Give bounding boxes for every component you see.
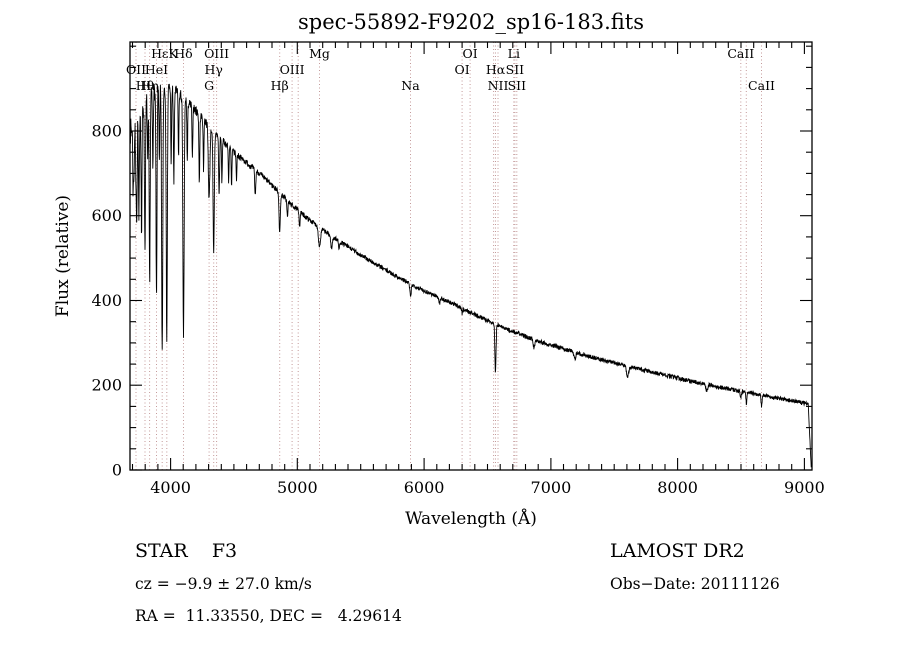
x-axis-label: Wavelength (Å) — [405, 508, 537, 529]
x-tick-label: 5000 — [277, 478, 318, 497]
cz-value: cz = −9.9 ± 27.0 km/s — [135, 575, 312, 593]
spectral-marker-label: Na — [401, 78, 420, 93]
axis-tick-labels: 4000 5000 6000 7000 8000 9000 0 200 400 600 800 — [91, 122, 824, 498]
x-tick-label: 6000 — [404, 478, 445, 497]
y-tick-label: 400 — [91, 291, 122, 310]
spectrum-trace — [130, 83, 812, 468]
spectral-marker-label: Hγ — [205, 62, 223, 77]
ra-dec-value: RA = 11.33550, DEC = 4.29614 — [135, 607, 402, 625]
spectral-marker-label: Hη — [140, 78, 158, 93]
page-title: spec-55892-F9202_sp16-183.fits — [298, 10, 644, 34]
spectral-marker-label: HeI — [145, 62, 168, 77]
spectral-marker-label: OIII — [280, 62, 305, 77]
spectral-marker-label: Mg — [309, 46, 330, 61]
spectral-marker-label: OIII — [204, 46, 229, 61]
spectral-marker-lines — [135, 42, 762, 470]
plot-frame — [129, 41, 813, 471]
spectral-marker-label: Hθ — [136, 78, 154, 93]
spectral-marker-label: HεK — [151, 46, 178, 61]
spectral-marker-label: Hδ — [174, 46, 192, 61]
y-tick-label: 200 — [91, 376, 122, 395]
spectral-marker-label: Li — [508, 46, 520, 61]
spectral-marker-label: OI — [455, 62, 470, 77]
y-axis-label: Flux (relative) — [53, 195, 73, 317]
y-tick-label: 600 — [91, 206, 122, 225]
x-tick-label: 8000 — [657, 478, 698, 497]
survey-label: LAMOST DR2 — [610, 540, 745, 562]
spectral-marker-label: OI — [463, 46, 478, 61]
y-tick-label: 800 — [91, 122, 122, 141]
spectral-marker-label: CaII — [727, 46, 754, 61]
classification-label: STAR F3 — [135, 540, 237, 562]
spectral-marker-label: G — [204, 78, 214, 93]
x-tick-label: 4000 — [150, 478, 191, 497]
spectral-marker-label: Hα — [486, 62, 506, 77]
flux-spectrum-path — [130, 83, 812, 468]
x-tick-label: 9000 — [784, 478, 825, 497]
spectral-marker-label: NII — [488, 78, 509, 93]
spectral-marker-label: OII — [126, 62, 146, 77]
spectral-marker-label: CaII — [748, 78, 775, 93]
spectral-marker-label: SII — [508, 78, 527, 93]
obs-date-value: Obs−Date: 20111126 — [610, 575, 780, 593]
x-tick-label: 7000 — [531, 478, 572, 497]
spectral-marker-label: Hβ — [271, 78, 289, 93]
axis-ticks — [130, 42, 812, 471]
y-tick-label: 0 — [112, 461, 122, 480]
spectral-marker-label: SII — [506, 62, 525, 77]
